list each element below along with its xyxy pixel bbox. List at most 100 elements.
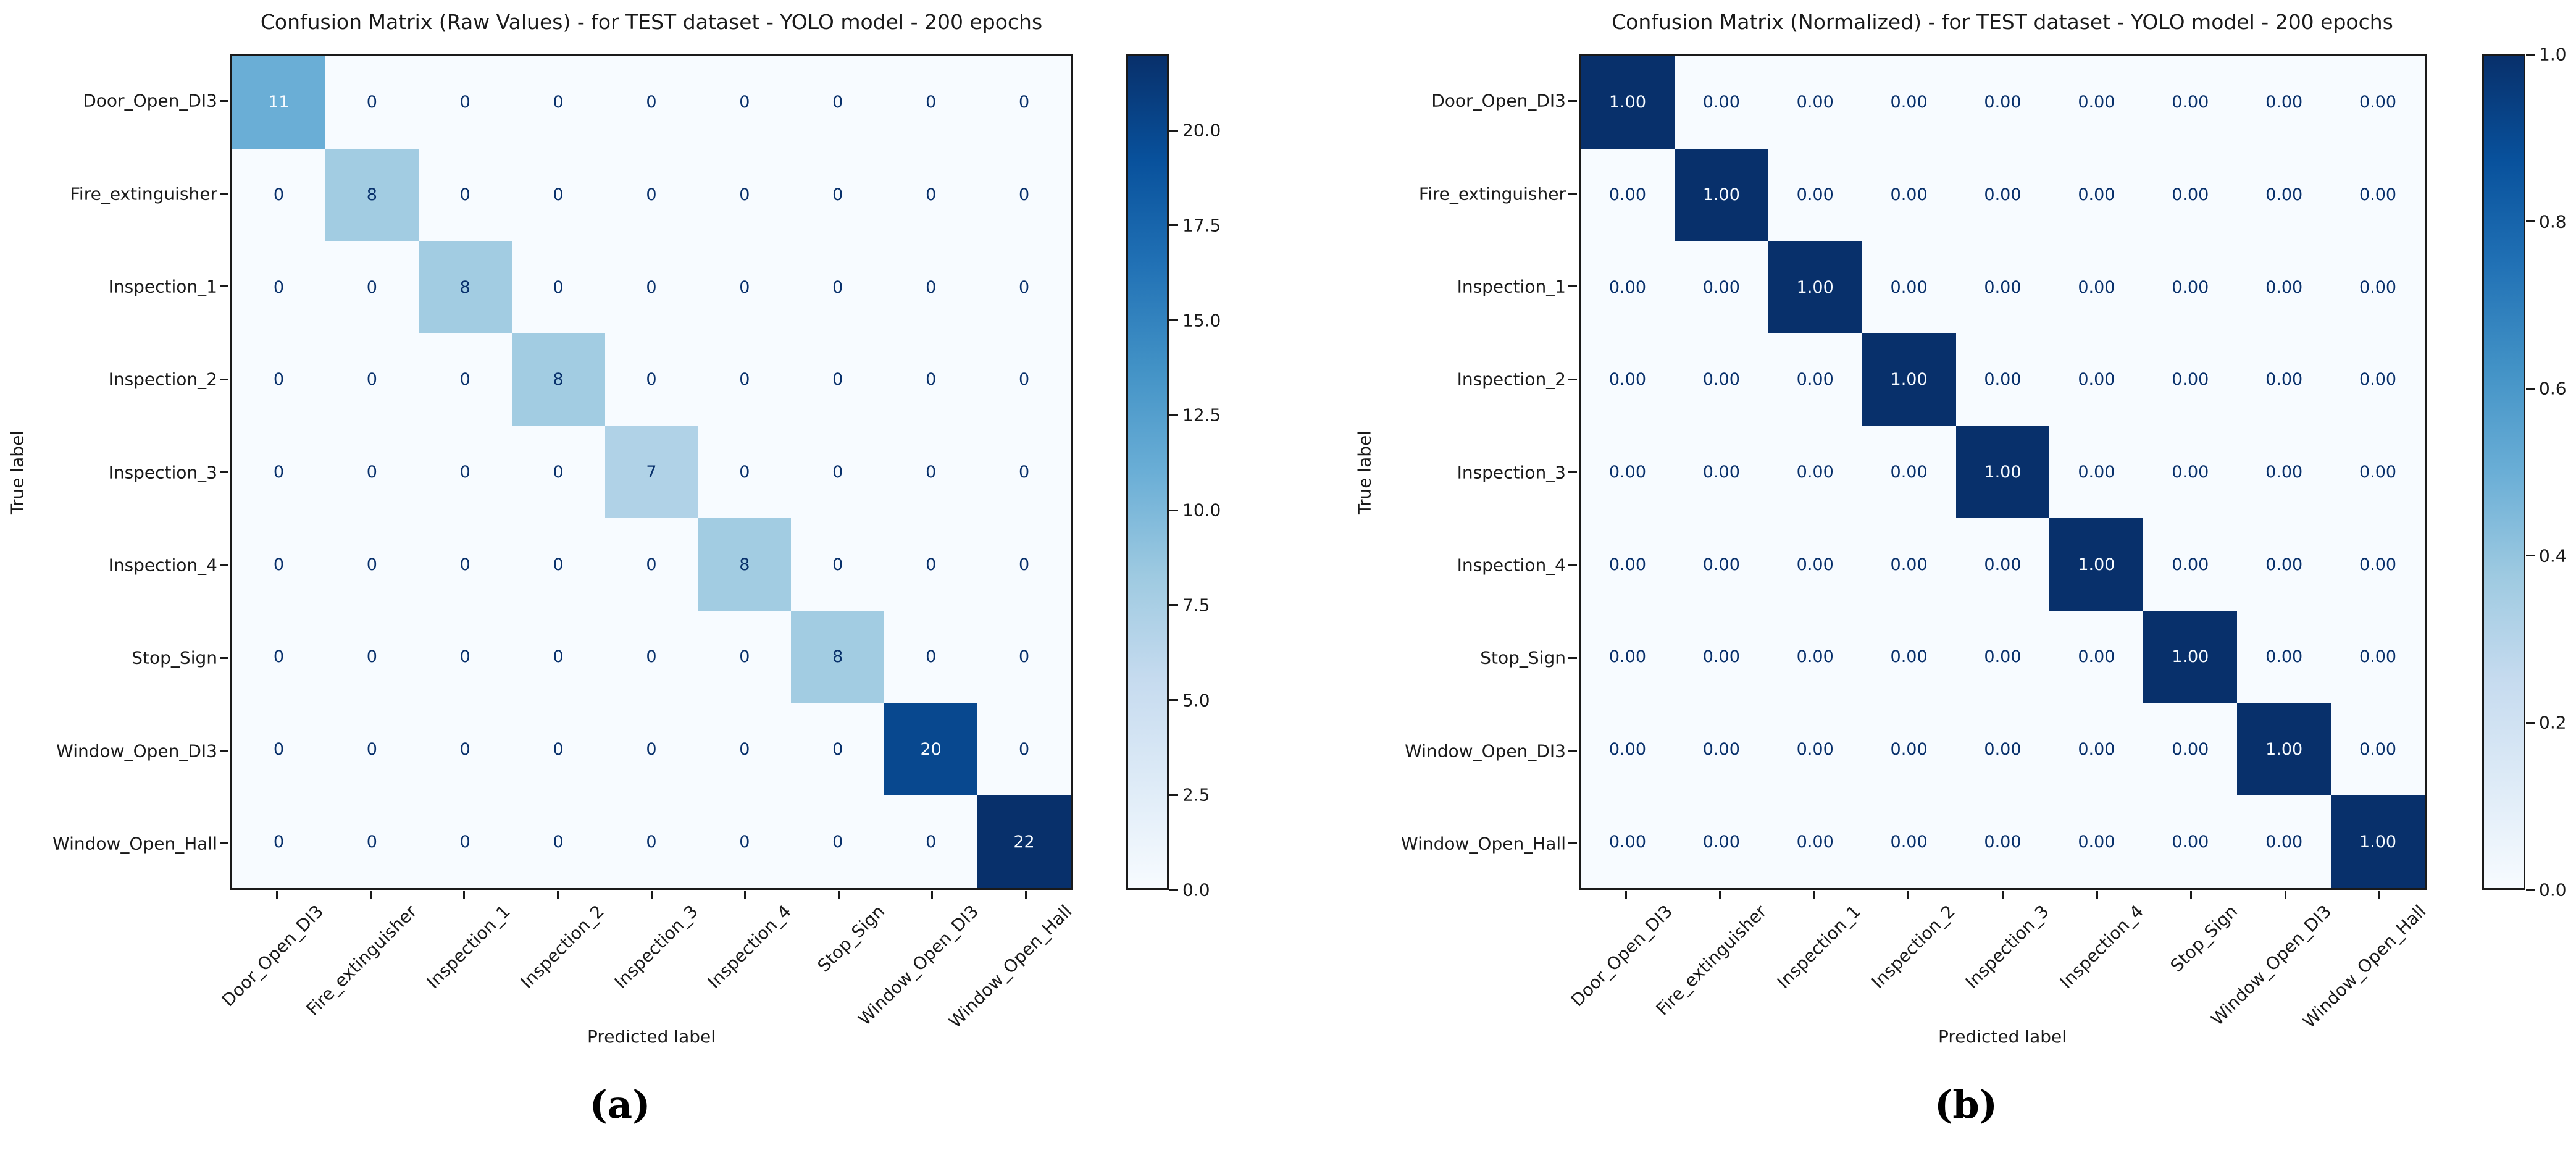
matrix-cell: 0.00 (1955, 611, 2050, 703)
row-label: Inspection_1 (108, 276, 217, 297)
matrix-cell: 0 (884, 795, 978, 888)
matrix-cell: 0 (511, 611, 605, 703)
axis-tick-x (1625, 891, 1627, 899)
matrix-cell: 0 (977, 333, 1071, 426)
colorbar-tick-label: 5.0 (1182, 690, 1210, 710)
matrix-cell: 0.00 (1674, 518, 1768, 611)
matrix-cell: 0 (884, 56, 978, 149)
matrix-grid-raw: 11 0 0 0 0 0 0 0 0 0 8 0 0 0 0 0 0 0 0 0 8 0 0 0 0 0 0 0 0 0 8 0 0 0 0 0 0 0 0… (230, 54, 1073, 890)
matrix-cell: 0 (232, 333, 325, 426)
matrix-cell: 0 (698, 333, 792, 426)
col-label: Stop_Sign (814, 901, 889, 976)
colorbar-tick (1169, 794, 1178, 796)
matrix-cell: 0.00 (1581, 426, 1675, 519)
colorbar-tick-label: 17.5 (1182, 215, 1221, 236)
matrix-cell: 11 (232, 56, 325, 149)
matrix-cell: 0.00 (1674, 795, 1768, 888)
matrix-cell: 0.00 (1955, 333, 2050, 426)
row-label: Window_Open_DI3 (1405, 740, 1566, 761)
matrix-cell: 0.00 (1955, 703, 2050, 796)
colorbar-tick-label: 0.4 (2539, 545, 2567, 566)
colorbar-tick-label: 0.8 (2539, 211, 2567, 232)
axis-tick-y (220, 378, 228, 380)
matrix-cell: 0.00 (1581, 148, 1675, 241)
matrix-cell: 0 (977, 611, 1071, 703)
axis-tick-y (1568, 750, 1577, 752)
y-axis-label-normalized: True label (1354, 430, 1375, 514)
axis-tick-y (1568, 842, 1577, 845)
matrix-cell: 0.00 (2143, 333, 2238, 426)
matrix-cell: 0 (604, 148, 698, 241)
axis-tick-y (1568, 656, 1577, 659)
matrix-cell: 1.00 (1674, 148, 1768, 241)
matrix-cell: 0 (698, 426, 792, 519)
matrix-cell: 0 (232, 611, 325, 703)
matrix-cell: 0.00 (2237, 241, 2331, 333)
axis-tick-x (369, 891, 372, 899)
matrix-cell: 0 (698, 703, 792, 796)
colorbar-tick (2526, 220, 2535, 223)
matrix-cell: 0.00 (1862, 703, 1956, 796)
axis-tick-x (931, 891, 934, 899)
matrix-cell: 0.00 (2049, 426, 2144, 519)
matrix-cell: 0 (698, 795, 792, 888)
col-label: Inspection_2 (516, 901, 608, 993)
matrix-cell: 0 (418, 703, 512, 796)
matrix-cell: 0.00 (2049, 333, 2144, 426)
matrix-cell: 22 (977, 795, 1071, 888)
col-label: Inspection_4 (2055, 901, 2147, 993)
row-label: Inspection_4 (108, 555, 217, 576)
matrix-cell: 0.00 (1768, 56, 1862, 149)
matrix-cell: 0.00 (1768, 703, 1862, 796)
axis-tick-x (2378, 891, 2381, 899)
matrix-cell: 0.00 (2331, 148, 2425, 241)
matrix-cell: 0 (977, 518, 1071, 611)
x-axis-label-raw: Predicted label (587, 1026, 716, 1047)
matrix-cell: 0 (698, 148, 792, 241)
colorbar-raw (1126, 54, 1169, 890)
colorbar-tick (1169, 129, 1178, 132)
axis-tick-y (1568, 471, 1577, 473)
row-label: Window_Open_DI3 (56, 740, 217, 761)
matrix-cell: 0 (511, 426, 605, 519)
matrix-cell: 1.00 (2331, 795, 2425, 888)
matrix-cell: 0.00 (1955, 518, 2050, 611)
matrix-cell: 0 (325, 241, 419, 333)
colorbar-tick (1169, 414, 1178, 416)
matrix-cell: 0 (791, 703, 885, 796)
matrix-cell: 0.00 (2237, 611, 2331, 703)
matrix-cell: 0 (511, 518, 605, 611)
matrix-grid-normalized: 1.00 0.00 0.00 0.00 0.00 0.00 0.00 0.00 0.00 0.00… (1579, 54, 2427, 890)
matrix-cell: 0.00 (2143, 795, 2238, 888)
axis-tick-y (1568, 564, 1577, 566)
axis-tick-y (220, 656, 228, 659)
matrix-cell: 0 (232, 703, 325, 796)
colorbar-tick (1169, 889, 1178, 891)
matrix-cell: 0 (884, 611, 978, 703)
colorbar-tick (2526, 721, 2535, 724)
row-label: Window_Open_Hall (1401, 833, 1566, 854)
matrix-cell: 8 (791, 611, 885, 703)
matrix-cell: 0 (325, 703, 419, 796)
axis-tick-x (2284, 891, 2286, 899)
matrix-cell: 0 (791, 148, 885, 241)
matrix-cell: 0 (698, 611, 792, 703)
colorbar-tick (2526, 555, 2535, 557)
matrix-cell: 0.00 (1581, 241, 1675, 333)
row-label: Stop_Sign (132, 647, 217, 668)
matrix-cell: 0.00 (1862, 56, 1956, 149)
row-label: Fire_extinguisher (70, 183, 217, 204)
matrix-cell: 0 (418, 611, 512, 703)
matrix-cell: 0.00 (2143, 56, 2238, 149)
matrix-cell: 0.00 (1955, 148, 2050, 241)
matrix-cell: 0.00 (2143, 241, 2238, 333)
matrix-cell: 0 (325, 795, 419, 888)
colorbar-tick (1169, 699, 1178, 701)
plot-title-normalized: Confusion Matrix (Normalized) - for TEST… (1612, 10, 2393, 34)
matrix-cell: 0 (791, 56, 885, 149)
matrix-cell: 0.00 (1862, 795, 1956, 888)
axis-tick-y (220, 564, 228, 566)
matrix-cell: 0 (511, 241, 605, 333)
matrix-cell: 0 (977, 148, 1071, 241)
matrix-cell: 0.00 (2143, 518, 2238, 611)
